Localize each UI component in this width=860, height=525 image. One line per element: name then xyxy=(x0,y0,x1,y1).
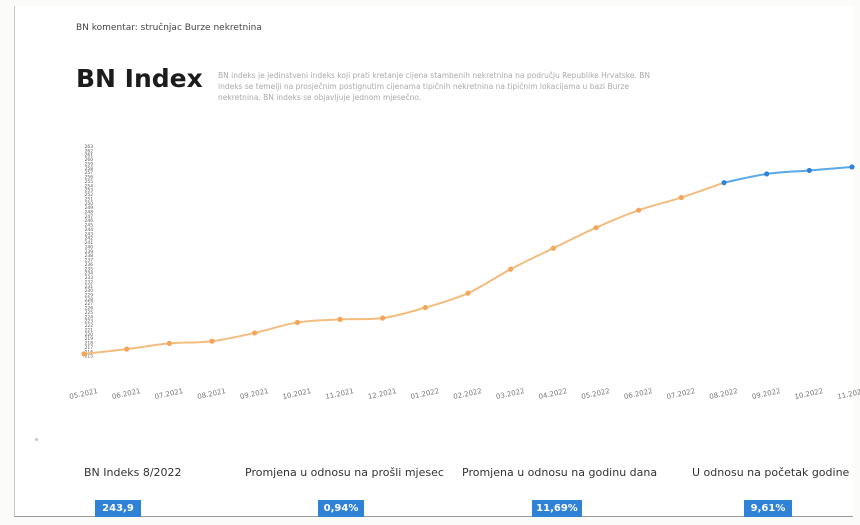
y-tick-label: 262 xyxy=(85,148,94,154)
y-tick-label: 233 xyxy=(85,275,94,281)
y-tick-label: 248 xyxy=(85,210,94,216)
data-point[interactable] xyxy=(678,194,684,201)
data-point[interactable] xyxy=(764,171,770,177)
y-tick-label: 255 xyxy=(85,179,94,185)
index-description: BN indeks je jedinstveni indeks koji pra… xyxy=(218,71,650,102)
y-tick-label: 217 xyxy=(85,345,94,351)
x-tick-label: 11.2022 xyxy=(837,387,860,401)
x-tick-label: 06.2022 xyxy=(623,387,653,401)
index-panel xyxy=(14,6,853,517)
data-point[interactable] xyxy=(465,290,471,296)
y-tick-label: 218 xyxy=(85,341,94,347)
y-tick-label: 250 xyxy=(85,201,94,207)
x-tick-label: 10.2022 xyxy=(794,387,824,401)
y-tick-label: 227 xyxy=(85,301,94,307)
y-tick-label: 242 xyxy=(85,236,94,242)
y-tick-label: 252 xyxy=(85,192,94,198)
x-tick-label: 12.2021 xyxy=(367,387,397,401)
y-tick-label: 238 xyxy=(85,253,94,259)
data-point[interactable] xyxy=(422,304,428,311)
y-tick-label: 215 xyxy=(85,354,94,360)
y-tick-label: 221 xyxy=(85,327,94,333)
y-tick-label: 241 xyxy=(85,240,94,246)
y-axis-ticks: 2152162172182192202212222232242252262272… xyxy=(85,144,94,360)
y-tick-label: 219 xyxy=(85,336,94,342)
y-tick-label: 239 xyxy=(85,249,94,255)
y-tick-label: 229 xyxy=(85,292,94,298)
y-tick-label: 232 xyxy=(85,279,94,285)
y-tick-label: 216 xyxy=(85,349,94,355)
y-tick-label: 260 xyxy=(85,157,94,163)
y-tick-label: 236 xyxy=(85,262,94,268)
x-axis-ticks: 05.2021 06.2021 07.2021 08.2021 09.2021 10.20… xyxy=(69,387,860,401)
y-tick-label: 253 xyxy=(85,188,94,194)
data-point[interactable] xyxy=(806,167,812,174)
x-tick-label: 04.2022 xyxy=(538,387,568,401)
y-tick-label: 247 xyxy=(85,214,94,220)
y-tick-label: 251 xyxy=(85,196,94,202)
y-tick-label: 261 xyxy=(85,153,94,159)
y-tick-label: 244 xyxy=(85,227,94,233)
data-point[interactable] xyxy=(849,164,855,170)
page-title: BN Index xyxy=(76,64,203,93)
y-tick-label: 228 xyxy=(85,297,94,303)
y-tick-label: 224 xyxy=(85,314,94,320)
y-tick-label: 237 xyxy=(85,258,94,264)
y-tick-label: 245 xyxy=(85,223,94,229)
data-point[interactable] xyxy=(81,351,87,357)
y-tick-label: 234 xyxy=(85,271,94,277)
page-dot xyxy=(35,438,38,441)
y-tick-label: 249 xyxy=(85,205,94,211)
y-tick-label: 263 xyxy=(85,144,94,150)
x-tick-label: 07.2022 xyxy=(666,387,696,401)
y-tick-label: 246 xyxy=(85,218,94,224)
data-point[interactable] xyxy=(166,340,172,347)
x-tick-label: 03.2022 xyxy=(495,387,525,401)
data-point[interactable] xyxy=(209,338,215,344)
x-tick-label: 08.2021 xyxy=(197,387,227,401)
recent-series-line xyxy=(723,165,853,184)
data-point[interactable] xyxy=(294,319,300,326)
data-point[interactable] xyxy=(252,330,258,336)
y-tick-label: 223 xyxy=(85,319,94,325)
series-points xyxy=(81,164,855,357)
y-tick-label: 256 xyxy=(85,175,94,181)
y-tick-label: 254 xyxy=(85,183,94,189)
data-point[interactable] xyxy=(550,245,556,251)
y-tick-label: 259 xyxy=(85,161,94,167)
x-tick-label: 02.2022 xyxy=(453,387,483,401)
y-tick-label: 226 xyxy=(85,306,94,312)
history-series-line xyxy=(83,181,725,355)
x-tick-label: 07.2021 xyxy=(154,387,184,401)
data-point[interactable] xyxy=(721,180,727,186)
data-point[interactable] xyxy=(508,266,514,272)
x-tick-label: 10.2021 xyxy=(282,387,312,401)
x-tick-label: 05.2022 xyxy=(581,387,611,401)
y-tick-label: 225 xyxy=(85,310,94,316)
x-tick-label: 09.2021 xyxy=(239,387,269,401)
breadcrumb[interactable]: BN komentar: stručnjac Burze nekretnina xyxy=(76,23,262,33)
x-tick-label: 01.2022 xyxy=(410,387,440,401)
y-tick-label: 258 xyxy=(85,166,94,172)
x-tick-label: 06.2021 xyxy=(111,387,141,401)
y-tick-label: 257 xyxy=(85,170,94,176)
x-tick-label: 11.2021 xyxy=(325,387,355,401)
x-tick-label: 09.2022 xyxy=(751,387,781,401)
y-tick-label: 235 xyxy=(85,266,94,272)
y-tick-label: 220 xyxy=(85,332,94,338)
data-point[interactable] xyxy=(337,316,343,322)
data-point[interactable] xyxy=(380,315,386,321)
y-tick-label: 222 xyxy=(85,323,94,329)
y-tick-label: 231 xyxy=(85,284,94,290)
y-tick-label: 230 xyxy=(85,288,94,294)
x-tick-label: 05.2021 xyxy=(69,387,99,401)
data-point[interactable] xyxy=(124,346,130,352)
x-tick-label: 08.2022 xyxy=(709,387,739,401)
series-lines xyxy=(83,165,853,355)
y-tick-label: 243 xyxy=(85,231,94,237)
data-point[interactable] xyxy=(593,225,599,231)
y-tick-label: 240 xyxy=(85,244,94,250)
data-point[interactable] xyxy=(636,207,642,213)
